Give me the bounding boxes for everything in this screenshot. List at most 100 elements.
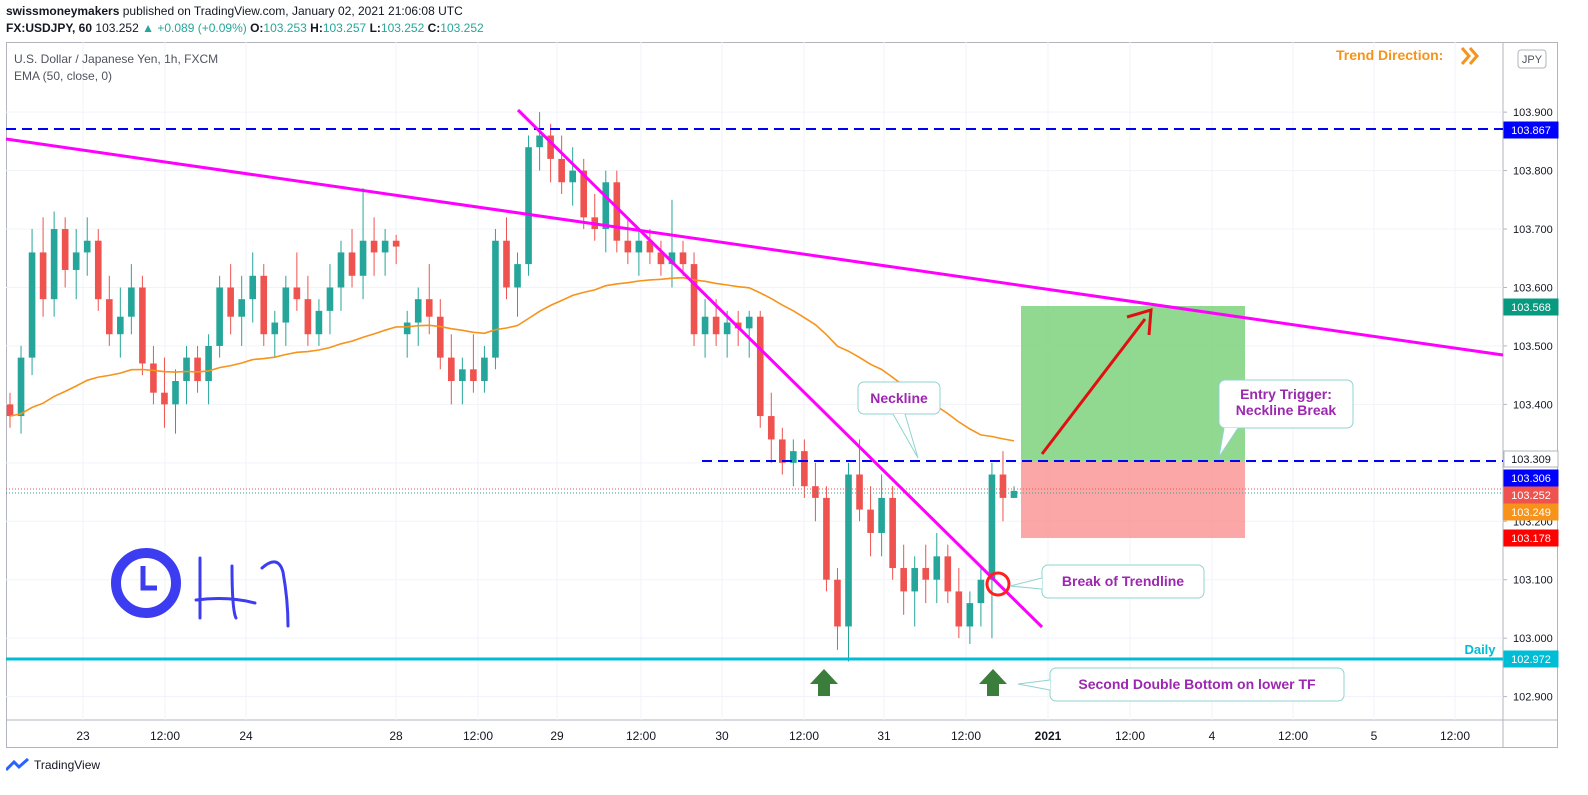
candle-body[interactable] bbox=[503, 240, 510, 288]
candle-body[interactable] bbox=[580, 170, 588, 218]
candle-body[interactable] bbox=[624, 240, 632, 253]
candle-body[interactable] bbox=[425, 299, 433, 317]
candle-body[interactable] bbox=[635, 240, 643, 253]
candle-body[interactable] bbox=[966, 603, 974, 627]
candle-body[interactable] bbox=[657, 252, 665, 265]
candle-body[interactable] bbox=[17, 357, 25, 417]
brand[interactable]: TradingView bbox=[6, 758, 100, 772]
candle-body[interactable] bbox=[646, 240, 654, 253]
candle-body[interactable] bbox=[293, 287, 301, 300]
candle-body[interactable] bbox=[227, 287, 234, 317]
candle-body[interactable] bbox=[668, 252, 676, 265]
candle-body[interactable] bbox=[999, 474, 1007, 498]
candle-body[interactable] bbox=[911, 568, 919, 592]
candle-body[interactable] bbox=[547, 135, 554, 159]
candle-body[interactable] bbox=[977, 579, 985, 604]
candle-body[interactable] bbox=[525, 147, 532, 265]
price-tag[interactable] bbox=[1503, 650, 1559, 668]
price-tag[interactable] bbox=[1503, 450, 1559, 468]
candle-body[interactable] bbox=[459, 369, 466, 381]
candle-body[interactable] bbox=[834, 579, 841, 627]
descending-trendline-short[interactable] bbox=[516, 108, 1044, 629]
candle-body[interactable] bbox=[72, 252, 80, 270]
candle-body[interactable] bbox=[569, 170, 576, 183]
price-tag[interactable] bbox=[1503, 503, 1559, 521]
candle-body[interactable] bbox=[105, 299, 113, 335]
candle-body[interactable] bbox=[856, 474, 863, 510]
chart-frame[interactable] bbox=[6, 42, 1558, 748]
candle-body[interactable] bbox=[602, 182, 610, 230]
candle-body[interactable] bbox=[304, 299, 312, 335]
candle-body[interactable] bbox=[900, 568, 907, 592]
candle-body[interactable] bbox=[988, 474, 996, 580]
candle-body[interactable] bbox=[481, 357, 488, 381]
candle-body[interactable] bbox=[745, 316, 753, 329]
candle-body[interactable] bbox=[161, 392, 168, 405]
candle-body[interactable] bbox=[933, 556, 941, 580]
candle-body[interactable] bbox=[117, 316, 124, 335]
candle-body[interactable] bbox=[359, 240, 367, 276]
candle-body[interactable] bbox=[955, 591, 963, 627]
candle-body[interactable] bbox=[492, 240, 499, 358]
author-name[interactable]: swissmoneymakers bbox=[6, 4, 120, 18]
entry-callout[interactable]: Entry Trigger: Neckline Break bbox=[1218, 379, 1354, 458]
candle-body[interactable] bbox=[6, 404, 14, 417]
candle-body[interactable] bbox=[249, 275, 257, 300]
candle-body[interactable] bbox=[690, 264, 698, 335]
candle-body[interactable] bbox=[326, 287, 334, 311]
loss-zone[interactable] bbox=[1021, 461, 1245, 538]
candle-body[interactable] bbox=[448, 357, 455, 381]
double-bottom-callout[interactable]: Second Double Bottom on lower TF bbox=[1017, 667, 1345, 702]
candle-body[interactable] bbox=[139, 287, 146, 364]
candle-body[interactable] bbox=[271, 322, 279, 335]
candle-body[interactable] bbox=[878, 497, 885, 533]
candle-body[interactable] bbox=[712, 316, 720, 335]
candle-body[interactable] bbox=[778, 439, 786, 463]
candle-body[interactable] bbox=[205, 345, 212, 381]
candle-body[interactable] bbox=[315, 310, 323, 335]
candle-body[interactable] bbox=[83, 240, 91, 253]
candle-body[interactable] bbox=[812, 486, 819, 498]
candle-body[interactable] bbox=[845, 474, 852, 627]
candle-body[interactable] bbox=[150, 363, 157, 393]
candle-body[interactable] bbox=[403, 322, 411, 335]
candle-body[interactable] bbox=[194, 357, 201, 381]
candle-body[interactable] bbox=[414, 299, 422, 323]
candle-body[interactable] bbox=[50, 229, 58, 300]
indicator-label[interactable]: EMA (50, close, 0) bbox=[14, 69, 113, 83]
candle-body[interactable] bbox=[337, 252, 345, 288]
break-callout[interactable]: Break of Trendline bbox=[1009, 564, 1205, 599]
candle-body[interactable] bbox=[889, 497, 896, 569]
currency-badge[interactable] bbox=[1517, 49, 1547, 69]
candle-body[interactable] bbox=[39, 252, 47, 300]
price-tag[interactable] bbox=[1503, 121, 1559, 139]
candle-body[interactable] bbox=[94, 240, 102, 300]
candle-body[interactable] bbox=[61, 229, 69, 270]
candle-body[interactable] bbox=[723, 322, 731, 335]
candle-body[interactable] bbox=[282, 287, 290, 323]
candle-body[interactable] bbox=[514, 264, 521, 288]
candle-body[interactable] bbox=[767, 416, 775, 440]
price-tag[interactable] bbox=[1503, 486, 1559, 504]
price-tag[interactable] bbox=[1503, 298, 1559, 316]
price-tag[interactable] bbox=[1503, 469, 1559, 487]
candle-body[interactable] bbox=[183, 357, 190, 381]
candle-body[interactable] bbox=[944, 556, 952, 592]
candle-body[interactable] bbox=[348, 252, 356, 276]
candle-body[interactable] bbox=[172, 381, 179, 405]
profit-zone[interactable] bbox=[1021, 306, 1245, 461]
price-tag[interactable] bbox=[1503, 529, 1559, 547]
candle-body[interactable] bbox=[238, 299, 246, 317]
candle-body[interactable] bbox=[128, 287, 135, 317]
candle-body[interactable] bbox=[790, 451, 797, 463]
candle-body[interactable] bbox=[381, 240, 389, 253]
candle-body[interactable] bbox=[260, 275, 268, 335]
candle-body[interactable] bbox=[370, 240, 378, 253]
candle-body[interactable] bbox=[436, 316, 444, 358]
candle-body[interactable] bbox=[536, 135, 543, 148]
candle-body[interactable] bbox=[756, 316, 764, 417]
neckline-callout[interactable]: Neckline bbox=[857, 381, 941, 459]
descending-trendline-long[interactable] bbox=[5, 137, 1504, 357]
candle-body[interactable] bbox=[216, 287, 223, 346]
candle-body[interactable] bbox=[28, 252, 36, 358]
